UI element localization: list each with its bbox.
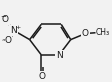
Text: O: O (2, 15, 9, 24)
Text: O: O (82, 29, 89, 38)
Text: O: O (38, 72, 45, 81)
Text: CH₃: CH₃ (96, 28, 110, 37)
Text: N: N (56, 51, 62, 60)
Text: N: N (10, 26, 17, 35)
Text: O: O (4, 36, 11, 45)
Text: +: + (15, 25, 20, 30)
Text: “: “ (1, 38, 5, 44)
Text: −: − (0, 14, 6, 20)
